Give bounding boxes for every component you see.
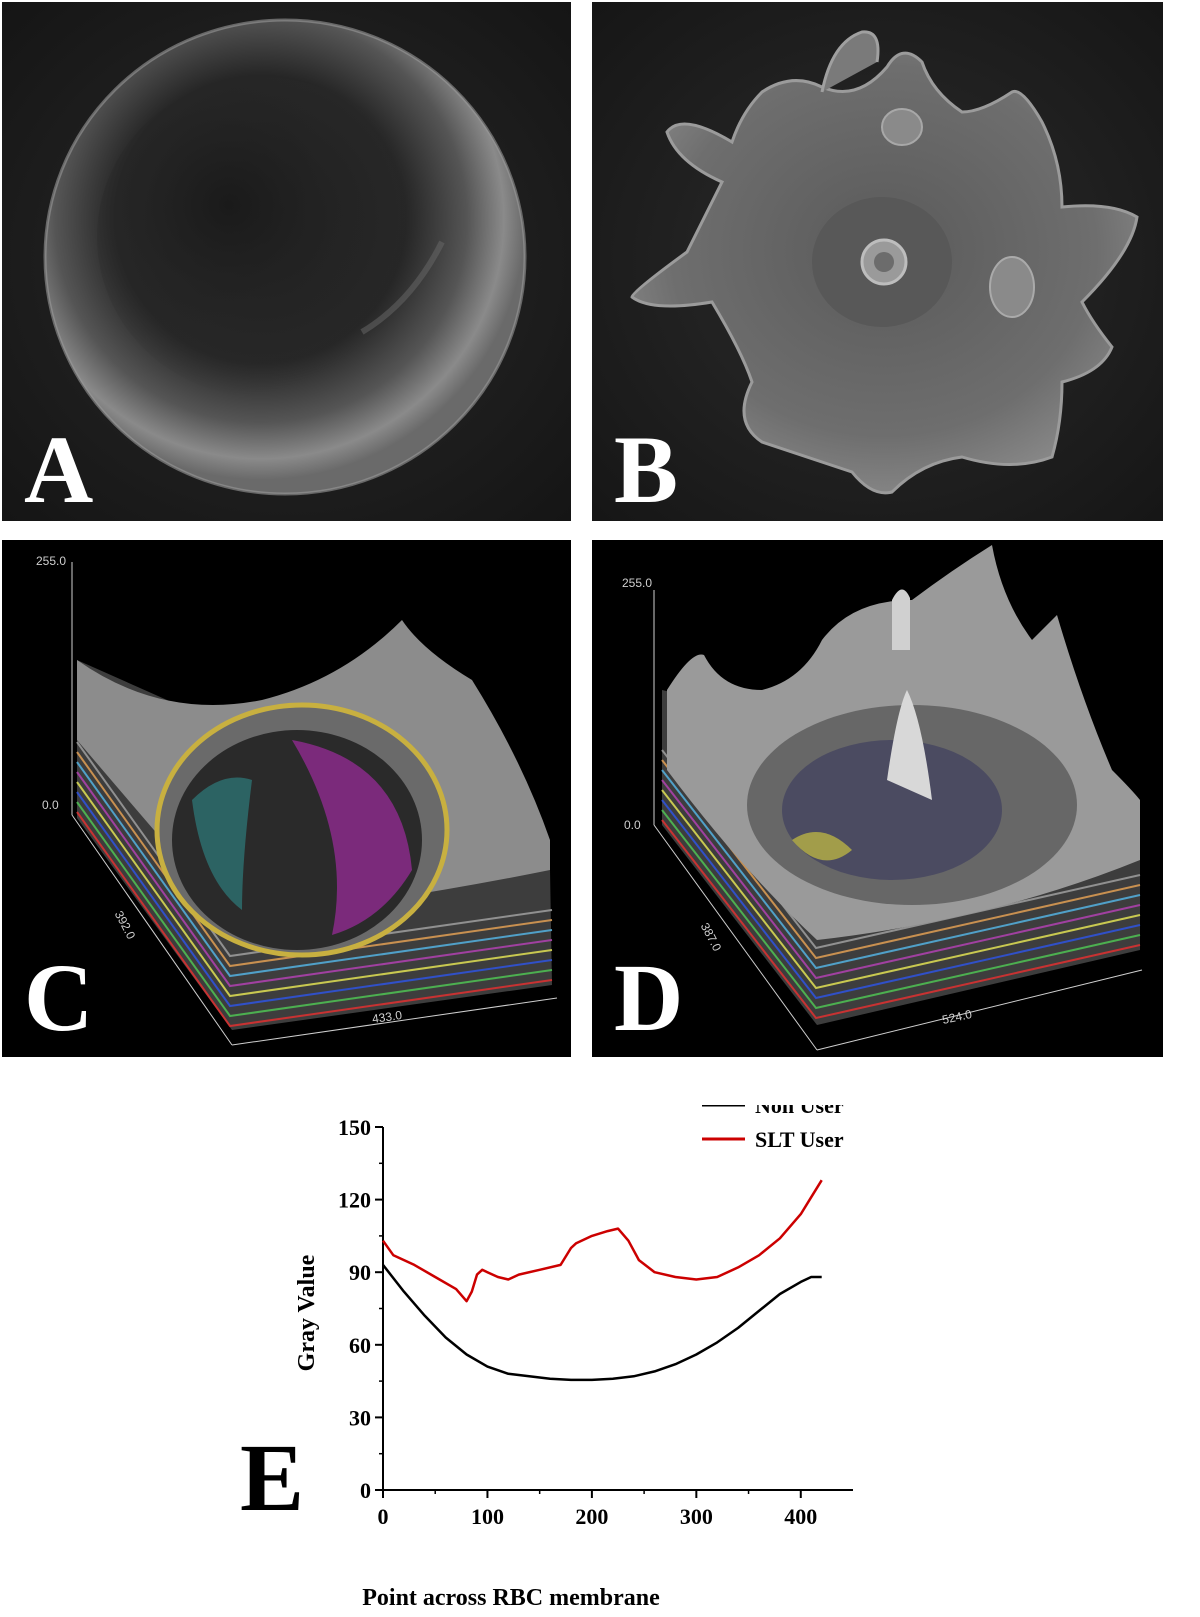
x-tick-label: 100: [471, 1504, 504, 1529]
legend-label-non-user: Non User: [755, 1105, 844, 1118]
panel-a-cell-image: [2, 2, 571, 521]
panel-a-sem-image: A: [2, 2, 571, 521]
panel-b-sem-image: B: [592, 2, 1163, 521]
panel-c-surface-graphic: [71, 562, 558, 1046]
panel-b-label: B: [614, 416, 679, 521]
panel-e-label: E: [240, 1424, 304, 1531]
panel-d-label: D: [614, 944, 684, 1051]
panel-c-z-min-label: 0.0: [42, 798, 59, 812]
legend-label-slt-user: SLT User: [755, 1127, 844, 1152]
panel-d-z-min-label: 0.0: [624, 818, 641, 832]
panel-c-label: C: [24, 944, 94, 1051]
panel-a-label: A: [24, 416, 94, 521]
y-tick-label: 30: [349, 1405, 371, 1430]
panel-d-z-max-label: 255.0: [622, 576, 653, 590]
y-tick-label: 150: [338, 1115, 371, 1140]
x-tick-label: 0: [378, 1504, 389, 1529]
x-tick-label: 200: [575, 1504, 608, 1529]
y-axis-title: Gray Value: [294, 1254, 320, 1371]
panel-d-surface-plot: 255.0 0.0 387.0 524.0 D: [592, 540, 1163, 1057]
plot-area: 0 30 60 90 120 150 0 100 200 300 400: [338, 1115, 853, 1529]
y-tick-label: 90: [349, 1260, 371, 1285]
series-line-slt-user: [381, 1179, 823, 1303]
y-tick-label: 120: [338, 1188, 371, 1213]
x-axis-title: Point across RBC membrane: [362, 1585, 660, 1611]
legend: Non User SLT User: [702, 1105, 844, 1152]
x-tick-label: 300: [680, 1504, 713, 1529]
panel-d-surface-graphic: [653, 545, 1143, 1051]
series-line-non-user: [382, 1264, 822, 1382]
panel-c-z-max-label: 255.0: [36, 554, 67, 568]
panel-b-cell-image: [592, 2, 1163, 521]
y-tick-label: 0: [360, 1478, 371, 1503]
y-tick-label: 60: [349, 1333, 371, 1358]
x-tick-label: 400: [784, 1504, 817, 1529]
panel-c-surface-plot: 255.0 0.0 392.0 433.0 C: [2, 540, 571, 1057]
